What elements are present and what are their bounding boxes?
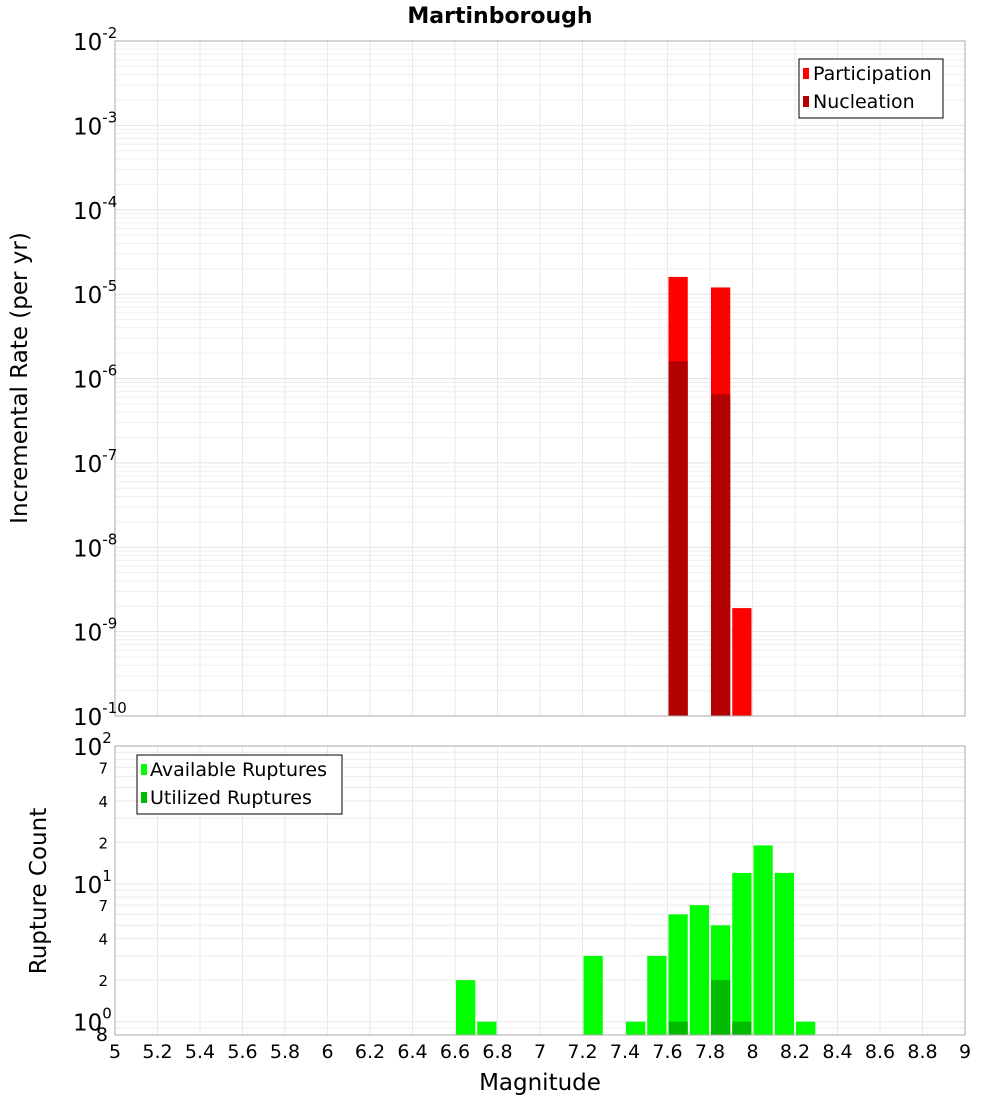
available-ruptures-bar <box>583 955 603 1035</box>
available-ruptures-bar <box>647 955 667 1035</box>
rate-y-tick-exponent: -5 <box>102 277 117 295</box>
magnitude-tick-label: 7.4 <box>610 1041 640 1063</box>
nucleation-bar <box>668 361 688 716</box>
magnitude-tick-label: 5.4 <box>185 1041 215 1063</box>
count-y-tick-label: 4 <box>98 793 108 811</box>
available-ruptures-bar <box>626 1021 646 1035</box>
available-ruptures-bar <box>477 1021 497 1035</box>
rate-y-tick-exponent: -4 <box>102 193 117 211</box>
legend-swatch-participation <box>803 68 809 79</box>
nucleation-bar <box>711 394 731 716</box>
available-ruptures-bar <box>796 1021 816 1035</box>
utilized-ruptures-bar <box>711 980 731 1035</box>
count-y-tick-exponent: 1 <box>102 867 112 885</box>
available-ruptures-bar <box>456 980 476 1035</box>
magnitude-tick-label: 5.2 <box>142 1041 172 1063</box>
rate-plot-bars <box>668 276 752 716</box>
magnitude-tick-label: 7.6 <box>652 1041 682 1063</box>
count-plot-frame <box>114 745 966 1036</box>
magnitude-tick-label: 7.8 <box>695 1041 725 1063</box>
available-ruptures-bar <box>753 845 773 1035</box>
count-y-tick-label: 7 <box>98 897 108 915</box>
magnitude-tick-label: 7 <box>534 1041 546 1063</box>
magnitude-tick-label: 5.8 <box>270 1041 300 1063</box>
rate-y-tick-label: 10-4 <box>73 193 117 225</box>
count-y-tick-label: 8 <box>96 1024 108 1046</box>
rate-legend-box <box>798 58 944 119</box>
rate-y-tick-exponent: -8 <box>102 530 117 548</box>
magnitude-tick-label: 8 <box>746 1041 758 1063</box>
magnitude-tick-label: 8.2 <box>780 1041 810 1063</box>
available-ruptures-bar <box>732 872 752 1035</box>
magnitude-tick-label: 7.2 <box>567 1041 597 1063</box>
legend-label-nucleation: Nucleation <box>813 91 915 113</box>
rate-y-axis-label: Incremental Rate (per yr) <box>7 232 33 524</box>
utilized-ruptures-bar <box>732 1021 752 1035</box>
count-plot-bars <box>456 845 816 1035</box>
magnitude-tick-label: 6.4 <box>397 1041 427 1063</box>
rate-y-tick-exponent: -6 <box>102 362 117 380</box>
rate-y-tick-labels: 10-10 10-9 10-8 10-7 10-6 10-5 10-4 10-3 10-2 <box>73 24 127 731</box>
count-y-axis-label: Rupture Count <box>26 808 52 974</box>
magnitude-tick-label: 8.6 <box>865 1041 895 1063</box>
legend-label-participation: Participation <box>813 63 932 85</box>
legend-swatch-nucleation <box>803 96 809 107</box>
rate-legend: Participation Nucleation <box>798 58 944 119</box>
count-y-tick-label: 4 <box>98 931 108 949</box>
rate-y-tick-label: 10-9 <box>73 615 117 647</box>
magnitude-tick-label: 6 <box>321 1041 333 1063</box>
rate-y-tick-label: 10-8 <box>73 530 117 562</box>
rate-plot-frame <box>114 40 966 717</box>
rate-y-tick-label: 10-6 <box>73 362 117 394</box>
available-ruptures-bar <box>689 905 709 1035</box>
rate-plot-grid <box>114 41 966 717</box>
magnitude-tick-label: 5 <box>109 1041 121 1063</box>
count-y-tick-label: 2 <box>98 834 108 852</box>
rate-y-tick-exponent: -7 <box>102 446 117 464</box>
magnitude-tick-label: 6.8 <box>482 1041 512 1063</box>
rate-y-tick-exponent: -10 <box>102 699 127 717</box>
count-legend: Available Ruptures Utilized Ruptures <box>136 754 343 815</box>
count-y-tick-label: 102 <box>73 729 112 761</box>
rate-y-tick-exponent: -2 <box>102 24 117 42</box>
legend-label-available: Available Ruptures <box>150 759 327 781</box>
rate-y-tick-exponent: -3 <box>102 108 117 126</box>
count-y-tick-label: 101 <box>73 867 112 899</box>
utilized-ruptures-bar <box>668 1021 688 1035</box>
count-y-tick-label: 7 <box>98 759 108 777</box>
rate-y-tick-label: 10-7 <box>73 446 117 478</box>
legend-label-utilized: Utilized Ruptures <box>150 787 312 809</box>
x-axis-label: Magnitude <box>479 1070 601 1096</box>
magnitude-tick-label: 8.8 <box>907 1041 937 1063</box>
rate-y-tick-exponent: -9 <box>102 615 117 633</box>
rate-y-tick-label: 10-3 <box>73 108 117 140</box>
count-y-tick-exponent: 0 <box>102 1005 112 1023</box>
count-y-tick-label: 2 <box>98 972 108 990</box>
available-ruptures-bar <box>774 872 794 1035</box>
rate-y-tick-label: 10-2 <box>73 24 117 56</box>
rate-plot: 10-10 10-9 10-8 10-7 10-6 10-5 10-4 10-3 10-2 In… <box>7 24 966 731</box>
magnitude-tick-label: 6.2 <box>355 1041 385 1063</box>
magnitude-tick-labels: 5 5.2 5.4 5.6 5.8 6 6.2 6.4 6.6 6.8 7 7.2 7.4 7.6 7.8 8… <box>109 1041 971 1063</box>
legend-swatch-utilized <box>141 792 147 803</box>
rate-y-tick-label: 10-10 <box>73 699 127 731</box>
participation-bar <box>732 608 752 716</box>
count-legend-box <box>136 754 343 815</box>
chart-title: Martinborough <box>407 4 592 29</box>
available-ruptures-bar <box>668 914 688 1035</box>
rate-y-tick-label: 10-5 <box>73 277 117 309</box>
legend-swatch-available <box>141 764 147 775</box>
magnitude-tick-label: 5.6 <box>227 1041 257 1063</box>
magnitude-tick-label: 6.6 <box>440 1041 470 1063</box>
magnitude-tick-label: 9 <box>959 1041 971 1063</box>
count-y-tick-exponent: 2 <box>102 729 112 747</box>
magnitude-tick-label: 8.4 <box>822 1041 852 1063</box>
